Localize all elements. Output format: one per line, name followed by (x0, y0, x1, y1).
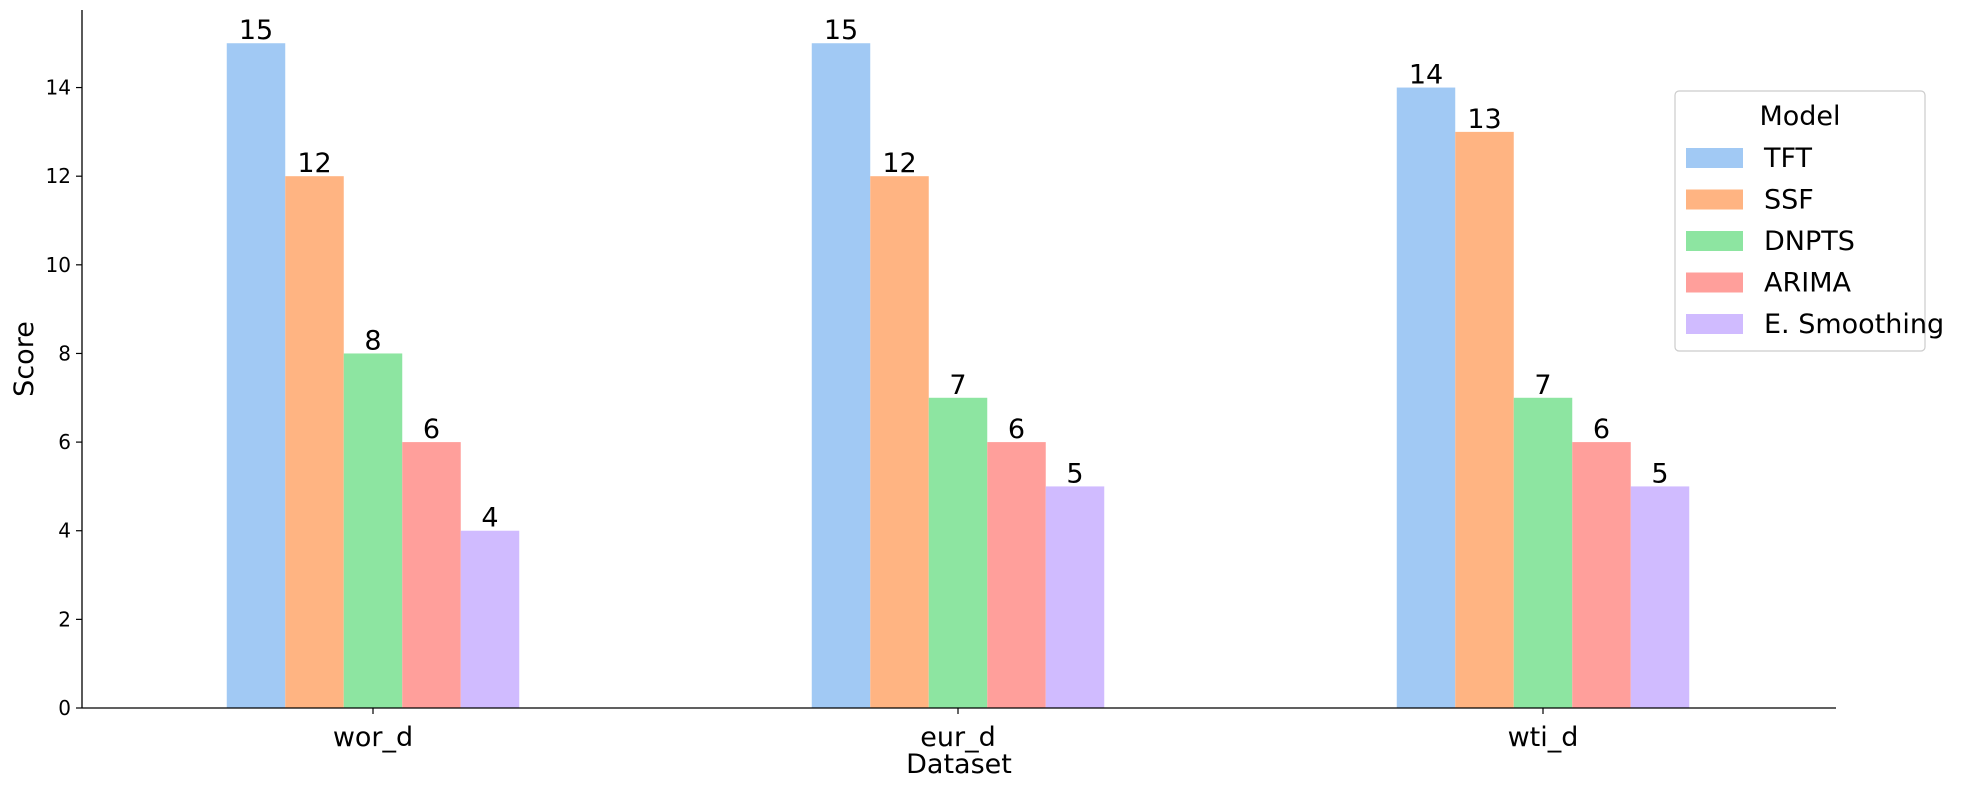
legend-label-ssf: SSF (1764, 185, 1814, 216)
bar-tft-wti-d (1396, 87, 1456, 709)
legend-title: Model (1759, 101, 1840, 132)
bar-e-smoothing-wti-d (1630, 486, 1690, 708)
legend-label-dnpts: DNPTS (1764, 226, 1855, 257)
x-ticks-group: wor_d eur_d wti_d (333, 708, 1579, 753)
y-tick-label: 0 (58, 696, 71, 720)
bar-ssf-wor-d (285, 176, 344, 708)
data-label-tft-wti-d: 14 (1409, 60, 1443, 91)
bars-group (226, 43, 1690, 709)
data-label-dnpts-eur-d: 7 (949, 370, 966, 401)
bar-ssf-wti-d (1455, 131, 1514, 708)
axes-group (81, 10, 1836, 709)
y-tick-label: 14 (46, 76, 71, 100)
y-tick-label: 2 (58, 607, 71, 631)
bar-ssf-eur-d (870, 176, 929, 708)
data-label-arima-wti-d: 6 (1593, 414, 1610, 445)
bar-arima-eur-d (987, 442, 1046, 708)
y-tick-label: 10 (46, 253, 71, 277)
legend-swatch-ssf (1686, 189, 1743, 210)
x-tick-label: eur_d (920, 722, 995, 753)
y-tick-label: 8 (58, 341, 71, 365)
y-tick-label: 12 (46, 164, 71, 188)
bar-dnpts-wti-d (1513, 397, 1573, 708)
data-label-arima-eur-d: 6 (1008, 414, 1025, 445)
legend-swatch-dnpts (1686, 231, 1743, 251)
data-label-e-smoothing-wor-d: 4 (481, 503, 498, 534)
data-label-tft-wor-d: 15 (239, 15, 273, 46)
data-label-ssf-wor-d: 12 (297, 148, 331, 179)
data-label-arima-wor-d: 6 (423, 414, 440, 445)
x-tick-label: wor_d (333, 722, 413, 753)
data-label-ssf-wti-d: 13 (1467, 104, 1501, 135)
y-tick-label: 4 (58, 519, 71, 543)
bar-tft-wor-d (226, 43, 286, 708)
legend-swatch-arima (1686, 272, 1743, 293)
legend-items: TFT SSF DNPTS ARIMA E. Smoothing (1686, 143, 1944, 340)
legend-label-e-smoothing: E. Smoothing (1764, 309, 1944, 340)
legend-swatch-e-smoothing (1686, 314, 1743, 334)
bar-dnpts-wor-d (343, 353, 403, 708)
y-axis-label: Score (9, 321, 40, 397)
data-label-e-smoothing-wti-d: 5 (1651, 458, 1668, 489)
legend-label-tft: TFT (1763, 143, 1813, 174)
legend: Model TFT SSF DNPTS ARIMA E. Smoothing (1674, 90, 1944, 352)
bar-e-smoothing-wor-d (460, 530, 520, 708)
data-label-dnpts-wti-d: 7 (1534, 370, 1551, 401)
data-label-dnpts-wor-d: 8 (364, 325, 381, 356)
data-labels-group: 15 12 8 6 4 15 12 7 6 5 14 13 7 6 5 (239, 15, 1669, 533)
x-axis-label: Dataset (906, 749, 1012, 780)
data-label-e-smoothing-eur-d: 5 (1066, 458, 1083, 489)
y-tick-label: 6 (58, 430, 71, 454)
legend-swatch-tft (1686, 148, 1743, 168)
bar-arima-wti-d (1572, 442, 1631, 708)
x-tick-label: wti_d (1508, 722, 1579, 753)
legend-label-arima: ARIMA (1764, 268, 1851, 299)
y-ticks-group: 0 2 4 6 8 10 12 14 (46, 76, 82, 720)
data-label-ssf-eur-d: 12 (882, 148, 916, 179)
bar-dnpts-eur-d (928, 397, 988, 708)
data-label-tft-eur-d: 15 (824, 15, 858, 46)
bar-tft-eur-d (811, 43, 871, 708)
bar-e-smoothing-eur-d (1045, 486, 1105, 708)
bar-arima-wor-d (402, 442, 461, 708)
